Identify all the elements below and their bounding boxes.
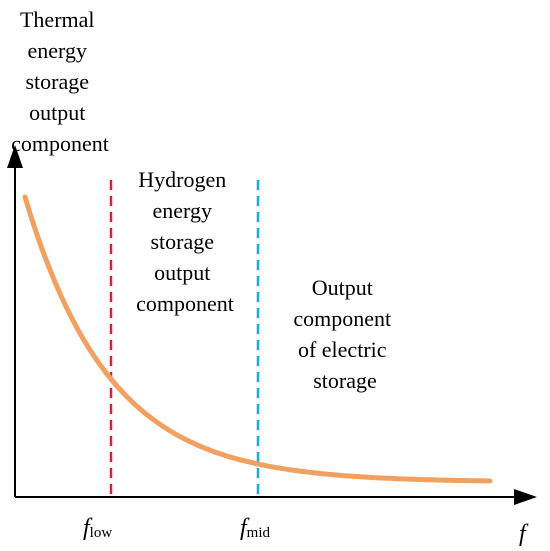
f-low-label: flow: [83, 515, 112, 541]
output-curve: [22, 194, 493, 484]
hydrogen-region-label: Hydrogen energy storage output component: [136, 167, 234, 316]
electric-region-label: Output component of electric storage: [293, 275, 396, 393]
x-axis-symbol: f: [519, 521, 529, 547]
y-arrow-icon: [7, 145, 23, 168]
thermal-region-label: Thermal energy storage output component: [11, 7, 109, 156]
x-arrow-icon: [514, 489, 537, 505]
f-mid-label: fmid: [240, 515, 271, 541]
